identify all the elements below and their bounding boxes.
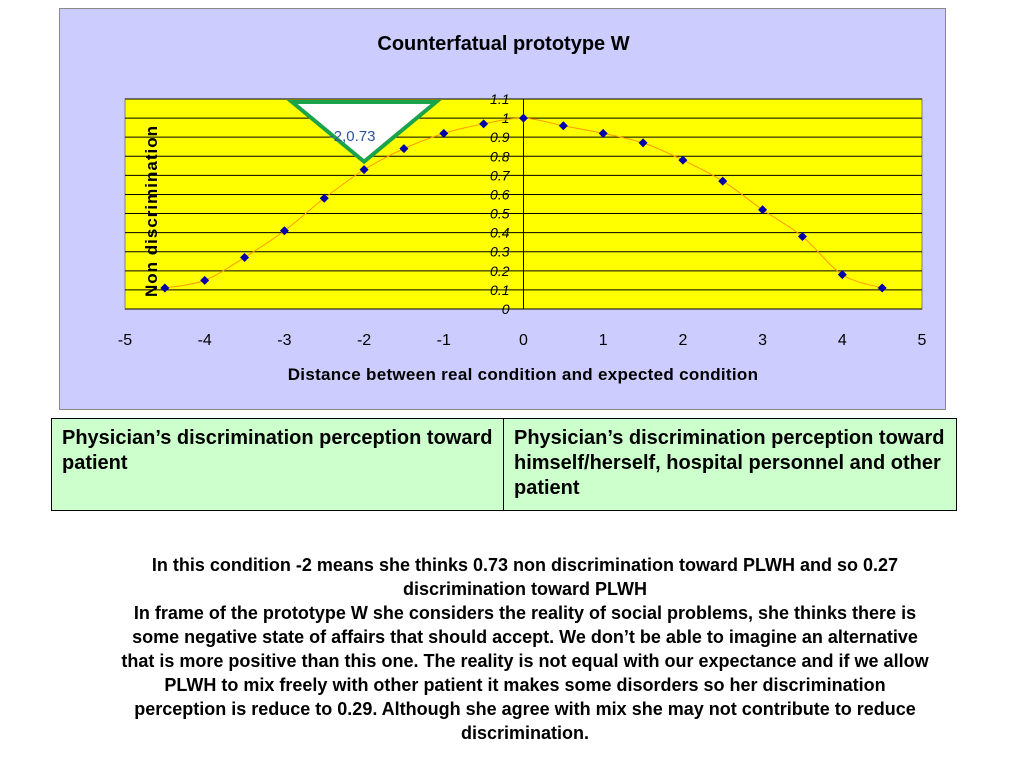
legend-cell-patient: Physician’s discrimination perception to… bbox=[52, 419, 504, 510]
y-tick-label-5: 0.5 bbox=[490, 206, 510, 222]
chart-title: Counterfatual prototype W bbox=[377, 33, 630, 55]
annotation-label-0: -2,0.73 bbox=[329, 128, 376, 145]
x-tick-label-6: 1 bbox=[599, 332, 608, 349]
x-tick-label-1: -4 bbox=[198, 332, 212, 349]
data-point-8 bbox=[479, 119, 489, 129]
y-axis-label: Non discrimination bbox=[142, 125, 161, 297]
x-tick-label-4: -1 bbox=[437, 332, 451, 349]
x-tick-label-8: 3 bbox=[758, 332, 767, 349]
y-tick-label-10: 1 bbox=[502, 110, 510, 126]
data-point-6 bbox=[399, 144, 409, 154]
chart-panel: 0 0.1 0.2 0.3 0.4 0.5 0.6 0.7 0.8 0.9 1 1.1 -5 -4 -3 -2… bbox=[59, 8, 946, 410]
data-point-15 bbox=[758, 205, 768, 215]
data-point-17 bbox=[837, 270, 847, 280]
data-point-4 bbox=[319, 193, 329, 203]
data-point-16 bbox=[797, 231, 807, 241]
x-tick-label-3: -2 bbox=[357, 332, 371, 349]
y-tick-label-0: 0 bbox=[502, 301, 510, 317]
data-point-18 bbox=[877, 283, 887, 293]
data-point-1 bbox=[200, 275, 210, 285]
explanation-line-1: In this condition -2 means she thinks 0.… bbox=[151, 555, 899, 599]
data-point-12 bbox=[638, 138, 648, 148]
y-tick-label-8: 0.8 bbox=[490, 148, 510, 164]
data-point-7 bbox=[439, 128, 449, 138]
data-point-2 bbox=[240, 252, 250, 262]
x-tick-label-2: -3 bbox=[277, 332, 291, 349]
legend-table: Physician’s discrimination perception to… bbox=[51, 418, 957, 511]
legend-cell-personnel: Physician’s discrimination perception to… bbox=[514, 427, 945, 499]
explanation-text: In this condition -2 means she thinks 0.… bbox=[120, 553, 930, 745]
x-tick-label-10: 5 bbox=[918, 332, 927, 349]
data-point-5 bbox=[359, 165, 369, 175]
explanation-line-2: In frame of the prototype W she consider… bbox=[121, 603, 929, 743]
y-tick-label-9: 0.9 bbox=[490, 129, 510, 145]
y-tick-label-4: 0.4 bbox=[490, 225, 510, 241]
annotation-triangle-0 bbox=[286, 100, 442, 165]
y-tick-label-1: 0.1 bbox=[490, 282, 509, 298]
x-tick-label-5: 0 bbox=[519, 332, 528, 349]
data-point-0 bbox=[160, 283, 170, 293]
x-tick-label-7: 2 bbox=[678, 332, 687, 349]
x-tick-label-9: 4 bbox=[838, 332, 847, 349]
x-tick-label-0: -5 bbox=[118, 332, 132, 349]
y-tick-label-11: 1.1 bbox=[490, 91, 509, 107]
x-axis-label: Distance between real condition and expe… bbox=[287, 365, 759, 384]
y-tick-label-2: 0.2 bbox=[490, 263, 510, 279]
data-point-13 bbox=[678, 155, 688, 165]
data-point-14 bbox=[718, 176, 728, 186]
y-tick-label-3: 0.3 bbox=[490, 244, 510, 260]
y-tick-label-6: 0.6 bbox=[490, 186, 510, 202]
data-point-3 bbox=[279, 226, 289, 236]
data-point-9 bbox=[519, 113, 528, 123]
chart-svg: 0 0.1 0.2 0.3 0.4 0.5 0.6 0.7 0.8 0.9 1 1.1 -5 -4 -3 -2… bbox=[118, 91, 927, 349]
data-point-10 bbox=[558, 121, 568, 131]
data-point-11 bbox=[598, 128, 608, 138]
y-tick-label-7: 0.7 bbox=[490, 167, 511, 183]
